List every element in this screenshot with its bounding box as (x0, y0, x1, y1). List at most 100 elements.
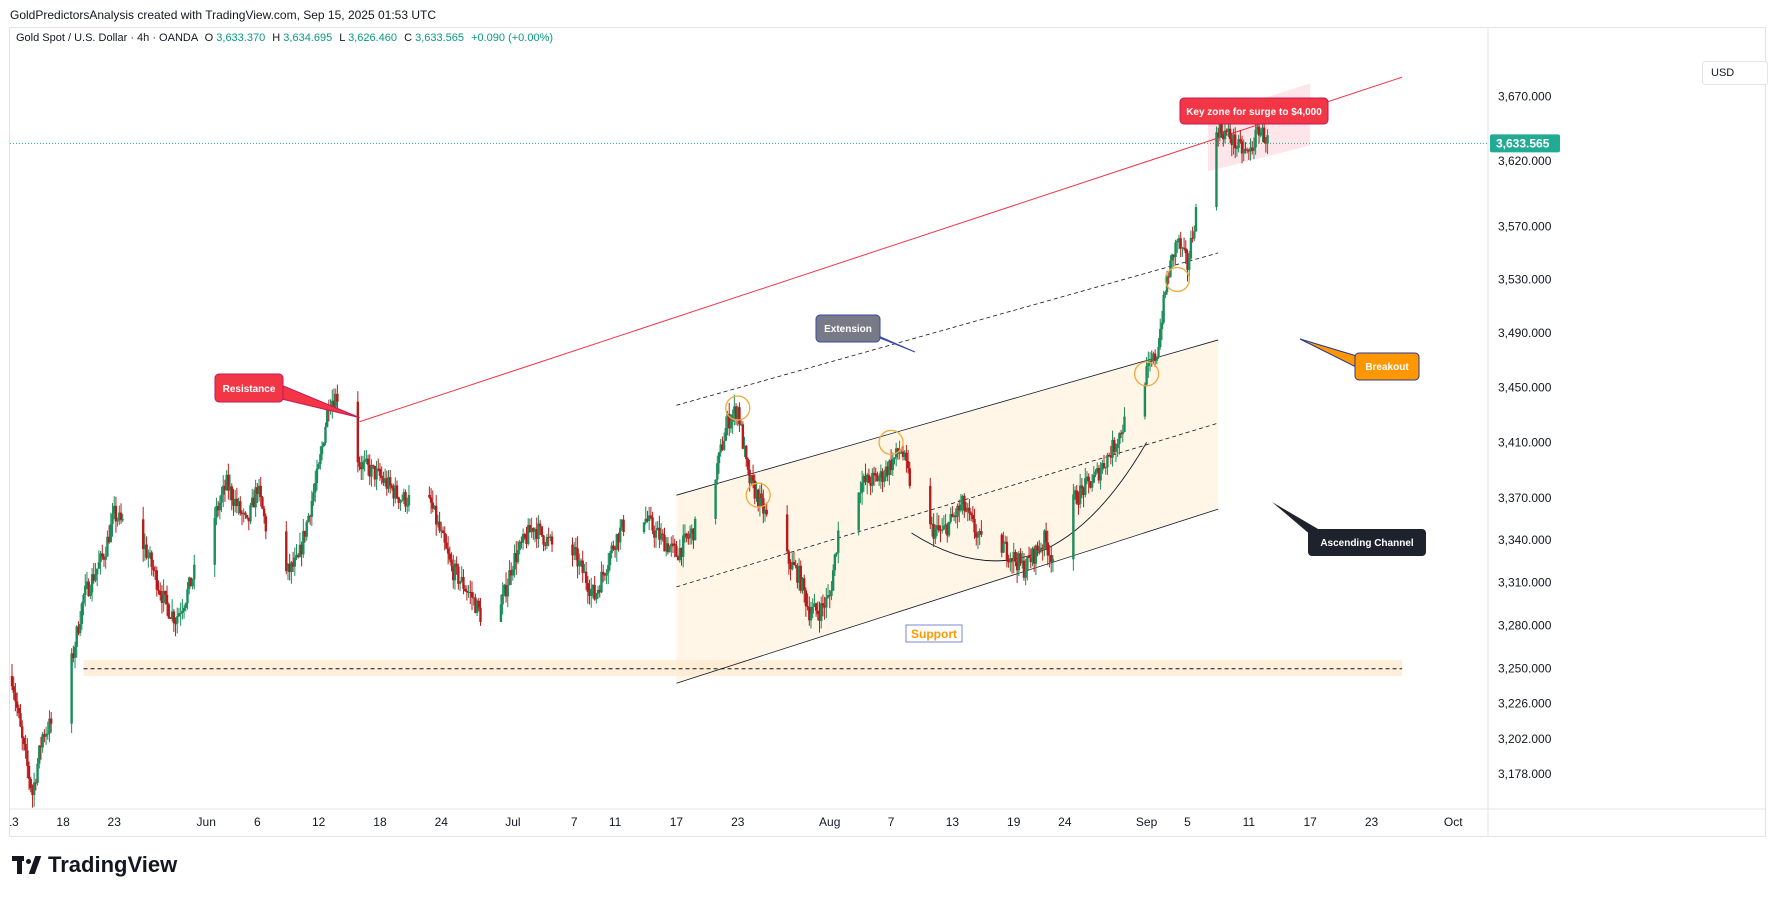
time-tick-label: 7 (571, 815, 578, 829)
time-tick-label: 18 (56, 815, 70, 829)
candle-body (455, 563, 458, 567)
candle (452, 554, 455, 589)
candle (864, 463, 867, 486)
candle-body (608, 553, 612, 566)
candle (714, 479, 717, 525)
candle (177, 607, 181, 618)
candle-body (113, 505, 116, 514)
candle (1152, 351, 1155, 365)
candle (520, 536, 523, 549)
candle-body (1247, 150, 1251, 152)
candle-body (363, 460, 366, 463)
candle-body (1085, 476, 1089, 479)
candle-body (435, 505, 438, 525)
candle-body (102, 556, 106, 560)
candle (1186, 249, 1189, 282)
candle-body (164, 590, 167, 595)
candle-body (799, 565, 802, 591)
candle-body (1111, 439, 1114, 458)
candle (1080, 478, 1084, 499)
candle-body (1000, 534, 1004, 553)
legend-close: 3,633.565 (415, 32, 464, 44)
candle-body (15, 701, 19, 708)
candle-body (538, 523, 542, 527)
candle (646, 510, 649, 523)
candle (618, 519, 622, 550)
candle (1022, 553, 1026, 581)
candle (685, 532, 688, 543)
candle-body (1094, 471, 1097, 475)
candle-body (760, 493, 763, 499)
candle (538, 520, 542, 535)
candle-body (509, 570, 513, 576)
breakout-callout-label: Breakout (1365, 362, 1409, 373)
candle-body (763, 509, 767, 514)
candle-body (871, 472, 874, 486)
candle-body (1239, 139, 1242, 142)
price-tick-label: 3,570.000 (1498, 219, 1552, 233)
candle-body (828, 595, 831, 597)
candle-body (152, 567, 155, 571)
candle (934, 524, 937, 544)
candle-body (1050, 555, 1053, 563)
candle-body (668, 546, 671, 553)
candle-body (520, 541, 523, 543)
candle (1259, 128, 1262, 138)
candle (746, 457, 750, 476)
candle (1242, 139, 1245, 162)
candle-body (155, 570, 159, 590)
chart-pane[interactable]: Resistance Key zone for surge to $4,000 Ex… (9, 27, 1768, 837)
candle-body (1072, 494, 1075, 560)
price-chart[interactable]: Resistance Key zone for surge to $4,000 Ex… (10, 28, 1765, 836)
candle-body (975, 532, 978, 538)
candle (610, 541, 613, 559)
candle-body (605, 572, 608, 576)
candle (256, 483, 259, 504)
candle-body (1145, 366, 1148, 385)
candle (866, 472, 869, 495)
candle (663, 527, 666, 552)
candle-body (254, 487, 257, 508)
candle (942, 515, 946, 531)
candle (141, 506, 145, 562)
legend-open: 3,633.370 (216, 32, 265, 44)
candle-body (785, 514, 789, 552)
candle (377, 458, 380, 472)
candle-body (613, 548, 617, 550)
legend-low-label: L (339, 32, 345, 44)
candle (368, 454, 371, 485)
candle (1102, 454, 1106, 469)
candle-body (876, 475, 879, 482)
currency-selector[interactable]: USD (1702, 61, 1768, 85)
candle-body (862, 475, 866, 483)
candle (509, 562, 513, 586)
candle-body (879, 471, 883, 478)
candle (72, 645, 75, 663)
candle (218, 495, 222, 520)
candle-body (969, 513, 973, 516)
candle-body (429, 497, 433, 503)
candle-body (458, 581, 462, 584)
candle-body (736, 407, 739, 419)
candle (719, 438, 722, 457)
candle-body (714, 479, 717, 519)
candle (1015, 552, 1019, 584)
candle-body (576, 548, 579, 567)
candle-body (41, 734, 44, 748)
candle (733, 394, 736, 426)
candle (504, 572, 508, 603)
candle-body (73, 646, 77, 658)
candle-body (1216, 132, 1220, 137)
candle-body (929, 485, 932, 525)
candle-body (470, 592, 474, 598)
candle-body (801, 578, 804, 591)
candle (1085, 471, 1089, 485)
candle (1174, 239, 1177, 266)
candle (956, 503, 959, 529)
time-tick-label: Sep (1136, 815, 1158, 829)
annotations-layer: Resistance Key zone for surge to $4,000 Ex… (214, 97, 1426, 643)
candle-body (1113, 439, 1116, 452)
candle (90, 567, 94, 602)
tradingview-logo[interactable]: TradingView (12, 852, 177, 878)
candle (1230, 133, 1233, 157)
